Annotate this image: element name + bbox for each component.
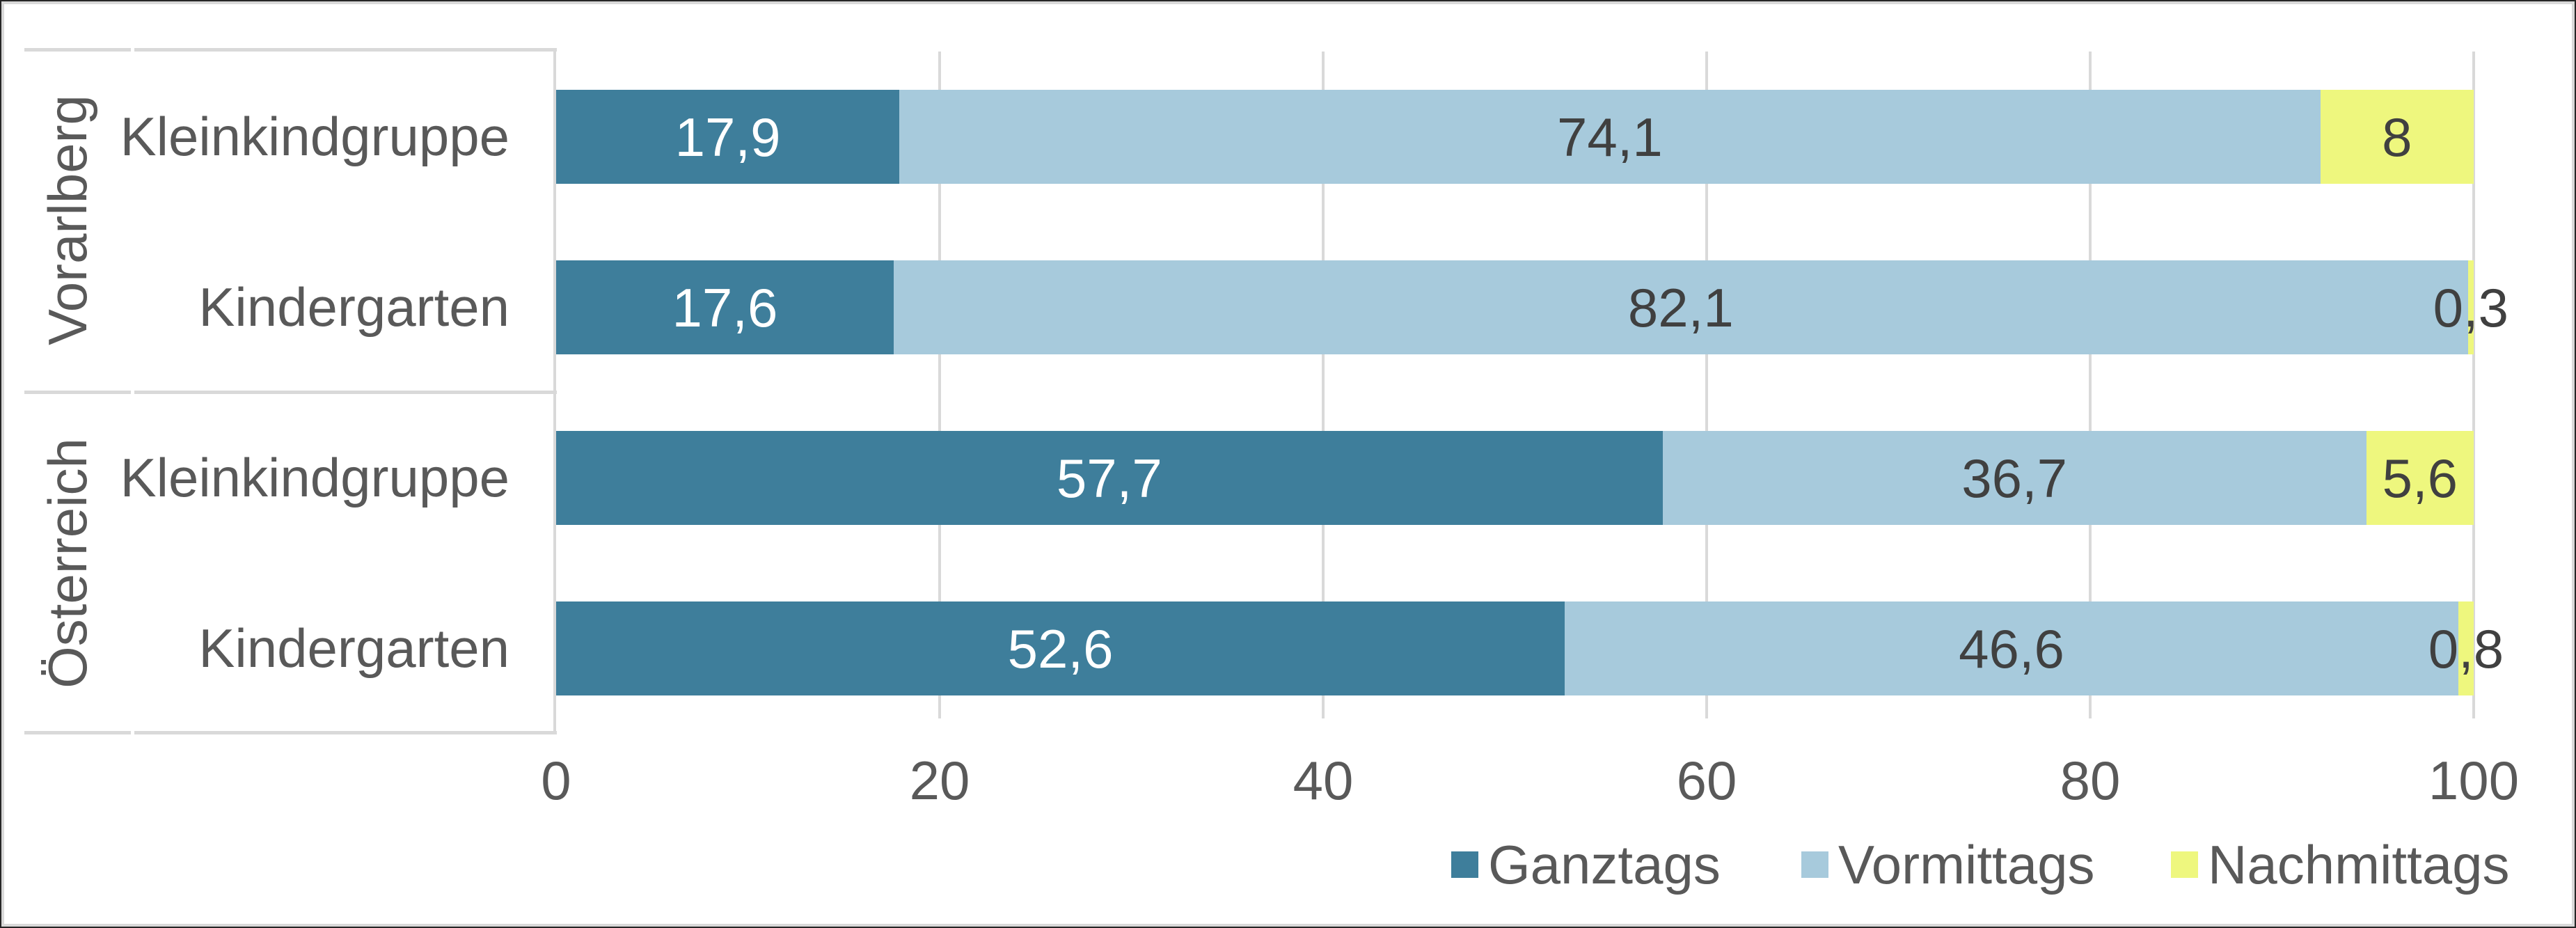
value-label: 46,6 — [1959, 618, 2064, 679]
label-box-group-divider — [24, 391, 131, 394]
value-label: 74,1 — [1556, 106, 1663, 168]
bar-segment-ganztags: 17,6 — [556, 260, 894, 354]
x-tick-label-20: 20 — [909, 750, 970, 811]
x-tick-label-40: 40 — [1293, 750, 1354, 811]
legend-item-nachmittags: Nachmittags — [2171, 837, 2510, 892]
label-box-group-divider — [134, 391, 557, 394]
x-tick-label-100: 100 — [2428, 750, 2520, 811]
x-tick-label-0: 0 — [541, 750, 571, 811]
legend-swatch-vormittags — [1801, 851, 1828, 878]
legend-item-ganztags: Ganztags — [1451, 837, 1721, 892]
bar-segment-vormittags: 36,7 — [1662, 431, 2366, 525]
bar-row-österreich-kleinkindgruppe: 57,7 36,7 5,6 — [556, 431, 2474, 525]
label-box-bottom-line — [134, 731, 557, 734]
value-label: 0,8 — [2428, 618, 2504, 679]
bar-segment-ganztags: 57,7 — [556, 431, 1663, 525]
bar-row-österreich-kindergarten: 52,6 46,6 0,8 — [556, 601, 2504, 695]
legend-swatch-ganztags — [1451, 851, 1478, 878]
group-label-vorarlberg: Vorarlberg — [37, 95, 98, 345]
bar-row-vorarlberg-kleinkindgruppe: 17,9 74,1 8 — [556, 90, 2474, 184]
gridline-x-100 — [2472, 52, 2475, 718]
gridline-x-60 — [1705, 52, 1708, 718]
bar-segment-nachmittags: 8 — [2320, 90, 2474, 184]
category-axis-line — [553, 48, 556, 734]
x-tick-label-60: 60 — [1676, 750, 1737, 811]
label-box-top-line — [134, 48, 557, 52]
bar-row-vorarlberg-kindergarten: 17,6 82,1 0,3 — [556, 260, 2508, 354]
value-label: 52,6 — [1007, 618, 1114, 679]
group-label-österreich: Österreich — [37, 438, 98, 689]
value-label: 8 — [2382, 106, 2412, 168]
value-label: 82,1 — [1627, 276, 1734, 338]
value-label: 5,6 — [2382, 447, 2458, 509]
x-tick-label-80: 80 — [2060, 750, 2121, 811]
legend-label: Nachmittags — [2208, 834, 2510, 895]
value-label: 17,6 — [672, 276, 778, 338]
bar-segment-vormittags: 82,1 — [893, 260, 2468, 354]
category-label-kindergarten: Kindergarten — [198, 276, 509, 338]
gridline-x-40 — [1322, 52, 1325, 718]
value-label: 57,7 — [1056, 447, 1162, 509]
legend-swatch-nachmittags — [2171, 851, 2198, 878]
bar-segment-ganztags: 52,6 — [556, 601, 1565, 695]
legend-label: Ganztags — [1488, 834, 1721, 895]
bar-segment-nachmittags: 0,3 — [2433, 260, 2508, 354]
bar-segment-nachmittags: 0,8 — [2428, 601, 2504, 695]
bar-segment-nachmittags: 5,6 — [2366, 431, 2474, 525]
category-label-kleinkindgruppe: Kleinkindgruppe — [120, 106, 509, 167]
plot-area: 17,9 74,1 8 17,6 82,1 0,3 57,7 36,7 5,6 52,6 46,6 0… — [556, 52, 2508, 718]
category-label-kindergarten: Kindergarten — [198, 618, 509, 679]
legend-item-vormittags: Vormittags — [1801, 837, 2094, 892]
value-label: 0,3 — [2433, 276, 2509, 338]
bar-segment-ganztags: 17,9 — [556, 90, 900, 184]
value-label: 17,9 — [674, 106, 781, 168]
legend-label: Vormittags — [1838, 834, 2095, 895]
gridline-x-80 — [2089, 52, 2092, 718]
category-label-kleinkindgruppe: Kleinkindgruppe — [120, 447, 509, 508]
value-label: 36,7 — [1961, 447, 2068, 509]
label-box-bottom-line — [24, 731, 131, 734]
label-box-top-line — [24, 48, 131, 52]
bar-segment-vormittags: 46,6 — [1565, 601, 2458, 695]
gridline-x-20 — [938, 52, 941, 718]
bar-segment-vormittags: 74,1 — [899, 90, 2321, 184]
